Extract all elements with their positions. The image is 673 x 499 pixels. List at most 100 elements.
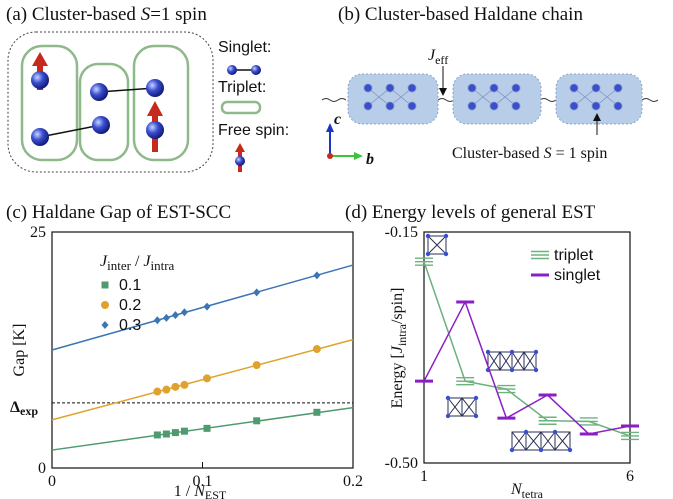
marker: [162, 313, 170, 322]
marker: [162, 385, 171, 394]
legend-label: 0.3: [119, 317, 141, 334]
marker: [162, 430, 170, 438]
legend-label: 0.2: [119, 297, 141, 314]
y-axis-label: Gap [K]: [11, 324, 28, 377]
label-part: eff: [435, 53, 448, 67]
label-part: J: [100, 253, 108, 270]
x-tick-label: 1: [420, 468, 428, 485]
legend-marker: [531, 250, 549, 260]
marker: [171, 311, 179, 320]
marker: [153, 316, 161, 325]
label-part: Energy [: [389, 353, 406, 408]
legend-label: Free spin:: [218, 122, 289, 139]
label-part: inter: [107, 258, 131, 273]
legend-label: triplet: [554, 247, 594, 264]
label-part: N: [193, 483, 206, 499]
y-tick-label: 0: [38, 460, 46, 477]
fit-line: [51, 338, 354, 421]
legend-label: Triplet:: [218, 79, 266, 96]
cluster-icon-dots: [425, 233, 573, 453]
marker: [313, 408, 321, 416]
y-tick-label: -0.50: [385, 455, 418, 472]
title-part: =1 spin: [150, 4, 207, 25]
series-line: [423, 300, 631, 435]
legend-label: singlet: [554, 267, 601, 284]
label-part: tetra: [522, 487, 544, 499]
fit-line: [51, 264, 354, 351]
label-part: exp: [20, 404, 38, 418]
x-tick-label: 0.2: [343, 473, 363, 490]
chain-diagram: [321, 66, 659, 160]
marker: [153, 431, 161, 439]
marker: [203, 424, 211, 432]
level-bar: [497, 384, 516, 394]
label-part: J: [428, 47, 436, 64]
label-part: intra: [395, 323, 409, 346]
singlet-icon: [227, 65, 261, 75]
y-axis-label: Energy [Jintra/spin]: [389, 288, 409, 409]
label-part: 1 /: [174, 483, 194, 499]
marker: [180, 380, 189, 389]
panel-a-title: (a) Cluster-based S=1 spin: [6, 4, 207, 25]
label-part: /spin]: [389, 288, 406, 324]
hline-label: Δexp: [10, 399, 38, 418]
label-part: = 1 spin: [552, 145, 608, 162]
chart-title: (c) Haldane Gap of EST-SCC: [6, 202, 231, 223]
label-part: S: [544, 145, 552, 162]
label-part: J: [143, 253, 151, 270]
legend-label: 0.1: [119, 277, 141, 294]
level-bar: [579, 417, 598, 426]
cluster-diagram: [7, 31, 214, 173]
label-part: /: [131, 253, 143, 270]
marker: [252, 361, 261, 370]
y-tick-label: 25: [30, 224, 46, 241]
x-tick-label: 0.1: [193, 473, 213, 490]
label-part: J: [389, 345, 406, 353]
marker: [153, 387, 162, 396]
chart-title: (d) Energy levels of general EST: [345, 202, 596, 223]
level-bar: [415, 257, 433, 266]
label-part: Δ: [10, 399, 20, 416]
series-line: [423, 261, 631, 437]
plot-frame: [423, 231, 631, 464]
marker: [203, 374, 212, 383]
marker: [203, 302, 211, 311]
marker: [313, 271, 321, 280]
axis-b: b: [366, 151, 374, 168]
label-part: N: [510, 481, 523, 498]
label-part: Cluster-based: [452, 145, 544, 162]
label-part: EST: [205, 488, 227, 499]
legend-marker: [101, 301, 109, 309]
fit-line: [51, 406, 354, 451]
marker: [253, 288, 261, 297]
marker: [171, 429, 179, 437]
x-tick-label: 6: [626, 468, 634, 485]
marker: [312, 345, 321, 354]
marker: [171, 382, 180, 391]
level-bar: [538, 416, 557, 425]
cluster-caption: Cluster-based S = 1 spin: [452, 145, 607, 162]
triplet-icon: [220, 100, 262, 115]
title-part: S: [141, 4, 151, 25]
axis-c: c: [334, 111, 341, 128]
label-part: intra: [151, 258, 175, 273]
marker: [180, 427, 188, 435]
panel-b-title: (b) Cluster-based Haldane chain: [338, 4, 583, 25]
x-axis-label: Ntetra: [510, 481, 544, 499]
coupling-label: Jeff: [428, 47, 448, 67]
y-tick-label: -0.15: [385, 224, 418, 241]
legend-title: Jinter / Jintra: [100, 253, 175, 273]
marker: [253, 417, 261, 425]
level-bar: [456, 376, 475, 386]
plot-frame: [51, 231, 354, 469]
level-bar: [621, 431, 639, 441]
free-spin-icon: [235, 143, 245, 172]
x-axis-label: 1 / NEST: [174, 483, 227, 499]
x-tick-label: 0: [48, 473, 56, 490]
legend-marker: [101, 281, 109, 289]
marker: [180, 308, 188, 317]
title-part: (a) Cluster-based: [6, 4, 141, 25]
legend-label: Singlet:: [218, 39, 271, 56]
legend-marker: [101, 321, 109, 329]
